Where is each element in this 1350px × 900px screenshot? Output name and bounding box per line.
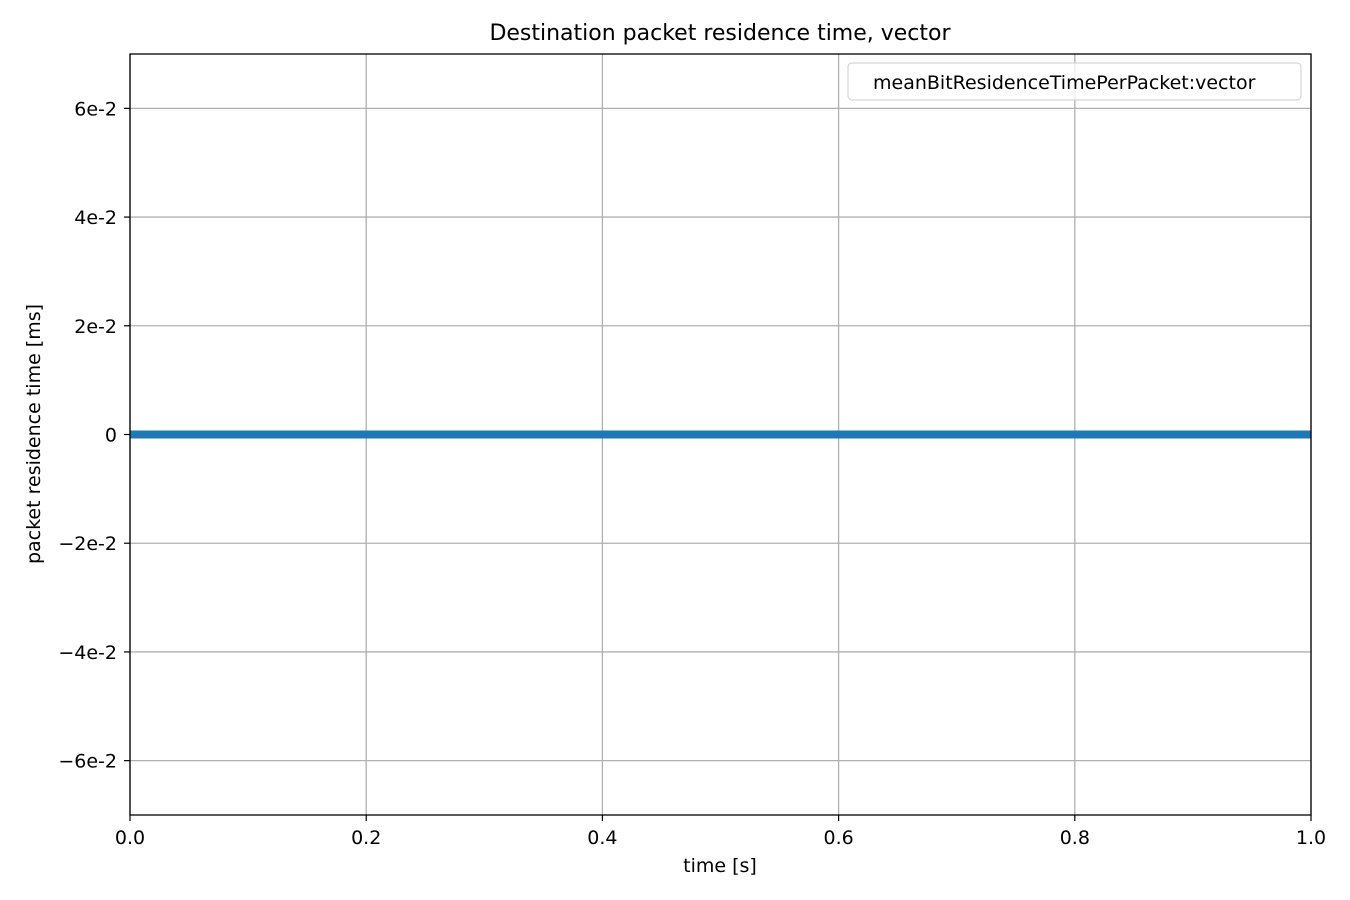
- x-tick-label: 0.2: [351, 827, 381, 849]
- y-tick-label: −6e-2: [58, 751, 117, 773]
- legend-box: [847, 62, 1302, 101]
- y-tick-label: −4e-2: [58, 642, 117, 664]
- x-tick-label: 1.0: [1296, 827, 1326, 849]
- y-axis-label: packet residence time [ms]: [23, 304, 45, 564]
- legend-item-label: meanBitResidenceTimePerPacket:vector: [873, 72, 1256, 94]
- legend: meanBitResidenceTimePerPacket:vector: [847, 62, 1302, 101]
- x-tick-label: 0.6: [823, 827, 853, 849]
- x-tick-label: 0.8: [1060, 827, 1090, 849]
- y-tick-label: −2e-2: [58, 533, 117, 555]
- x-tick-label: 0.0: [115, 827, 145, 849]
- y-tick-label: 0: [105, 425, 117, 447]
- y-ticks: −6e-2 −4e-2 −2e-2 0 2e-2 4e-2 6e-2: [58, 98, 130, 773]
- x-axis-label: time [s]: [683, 855, 757, 877]
- y-tick-label: 2e-2: [74, 316, 117, 338]
- y-tick-label: 6e-2: [74, 98, 117, 120]
- x-tick-label: 0.4: [587, 827, 617, 849]
- x-ticks: 0.0 0.2 0.4 0.6 0.8 1.0: [115, 815, 1326, 849]
- chart-title: Destination packet residence time, vecto…: [489, 21, 951, 46]
- y-tick-label: 4e-2: [74, 207, 117, 229]
